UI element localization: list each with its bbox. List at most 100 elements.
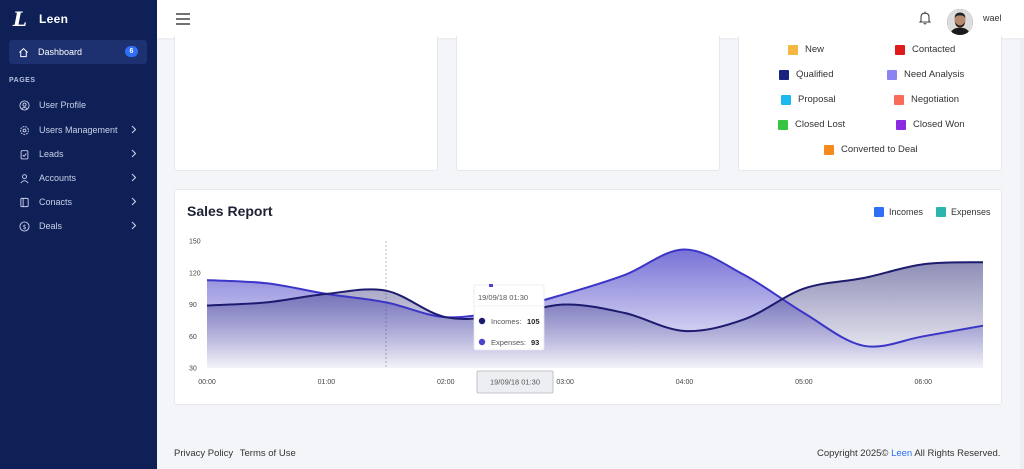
legend-swatch <box>895 44 905 55</box>
legend-item-converted-to-deal[interactable]: Converted to Deal <box>824 144 918 155</box>
legend-swatch <box>779 69 789 80</box>
legend-item-qualified[interactable]: Qualified <box>779 69 834 80</box>
tooltip-title: 19/09/18 01:30 <box>478 293 528 302</box>
y-tick-label: 150 <box>189 239 201 246</box>
sidebar-item-label: Conacts <box>39 197 73 207</box>
legend-item-negotiation[interactable]: Negotiation <box>894 94 959 105</box>
legend-swatch <box>874 207 884 217</box>
tooltip-expenses-value: 93 <box>531 338 539 347</box>
y-tick-label: 120 <box>189 270 201 277</box>
legend-label: Qualified <box>796 69 834 80</box>
chevron-right-icon <box>131 197 137 208</box>
user-circle-icon <box>18 99 30 111</box>
brand[interactable]: L Leen <box>0 0 157 38</box>
series-area-expenses <box>207 262 983 368</box>
x-tick-label: 00:00 <box>198 379 216 386</box>
brand-name: Leen <box>39 12 69 26</box>
sidebar-item-contacts[interactable]: Conacts <box>9 192 147 212</box>
legend-swatch <box>936 207 946 217</box>
sidebar-section-label: PAGES <box>9 77 36 84</box>
y-tick-label: 30 <box>189 366 197 373</box>
x-tick-label: 02:00 <box>437 379 455 386</box>
sidebar-item-label: Deals <box>39 221 63 231</box>
tooltip-incomes-value: 105 <box>527 317 540 326</box>
legend-label: Expenses <box>951 207 991 217</box>
xaxis-tooltip-label: 19/09/18 01:30 <box>490 378 540 387</box>
legend-item-need-analysis[interactable]: Need Analysis <box>887 69 964 80</box>
chevron-right-icon <box>131 221 137 232</box>
copyright-suffix: All Rights Reserved. <box>914 448 1001 459</box>
chevron-right-icon <box>131 125 137 136</box>
copyright: Copyright 2025© Leen All Rights Reserved… <box>817 448 1000 459</box>
legend-swatch <box>788 44 798 55</box>
sidebar: L Leen Dashboard 6 PAGES User Profile Us… <box>0 0 157 469</box>
address-book-icon <box>18 197 30 208</box>
svg-text:$: $ <box>22 222 26 230</box>
sidebar-item-label: Users Management <box>39 125 118 135</box>
legend-item-contacted[interactable]: Contacted <box>895 44 955 55</box>
y-tick-label: 60 <box>189 334 197 341</box>
sidebar-item-dashboard[interactable]: Dashboard 6 <box>9 40 147 64</box>
legend-label: Proposal <box>798 94 836 105</box>
user-icon <box>18 173 30 184</box>
x-tick-label: 04:00 <box>676 379 694 386</box>
terms-of-use-link[interactable]: Terms of Use <box>239 448 296 459</box>
dollar-circle-icon: $ <box>18 220 30 232</box>
legend-item-closed-won[interactable]: Closed Won <box>896 119 965 130</box>
page-scrollbar[interactable] <box>1020 38 1024 469</box>
marker-dot <box>489 284 493 287</box>
hamburger-menu-icon[interactable] <box>176 12 190 30</box>
stats-card-1 <box>174 36 438 171</box>
footer-links: Privacy Policy Terms of Use <box>174 448 296 459</box>
x-tick-label: 05:00 <box>795 379 813 386</box>
xaxis-tooltip: 19/09/18 01:30 <box>476 370 554 394</box>
legend-label: Closed Won <box>913 119 965 130</box>
chevron-right-icon <box>131 173 137 184</box>
chart-tooltip: 19/09/18 01:30 Incomes: 105 Expenses: 93 <box>473 284 545 351</box>
tooltip-expenses-label: Expenses: <box>491 338 526 347</box>
legend-item-proposal[interactable]: Proposal <box>781 94 836 105</box>
notification-badge: 6 <box>125 46 138 57</box>
legend-label: New <box>805 44 825 55</box>
sidebar-item-deals[interactable]: $ Deals <box>9 216 147 236</box>
sales-report-card: Sales Report Incomes Expenses 150 120 90 60… <box>174 189 1002 405</box>
users-gear-icon <box>18 125 30 136</box>
legend-label: Contacted <box>912 44 956 55</box>
legend-label: Closed Lost <box>795 119 846 130</box>
bell-icon[interactable] <box>918 11 932 30</box>
sales-report-title: Sales Report <box>187 203 273 219</box>
clipboard-check-icon <box>18 149 30 160</box>
legend-swatch <box>894 94 904 105</box>
legend-swatch <box>778 119 788 130</box>
legend-item-expenses[interactable]: Expenses <box>936 207 991 217</box>
legend-item-closed-lost[interactable]: Closed Lost <box>778 119 845 130</box>
sidebar-item-users-management[interactable]: Users Management <box>9 120 147 140</box>
sidebar-item-user-profile[interactable]: User Profile <box>9 95 147 115</box>
legend-swatch <box>887 69 897 80</box>
legend-label: Negotiation <box>911 94 960 105</box>
series-line-expenses[interactable] <box>206 261 984 333</box>
series-line-incomes[interactable] <box>206 248 984 348</box>
sidebar-item-accounts[interactable]: Accounts <box>9 168 147 188</box>
copyright-prefix: Copyright 2025© <box>817 448 889 459</box>
lead-status-card: New Contacted Qualified Need Analysis Pr… <box>738 36 1002 171</box>
home-icon <box>18 47 29 58</box>
chevron-right-icon <box>131 149 137 160</box>
legend-label: Converted to Deal <box>841 144 918 155</box>
top-header: wael <box>157 0 1024 38</box>
username[interactable]: wael <box>983 13 1002 23</box>
legend-label: Need Analysis <box>904 69 965 80</box>
privacy-policy-link[interactable]: Privacy Policy <box>174 448 234 459</box>
copyright-brand-link[interactable]: Leen <box>891 448 913 459</box>
x-tick-label: 01:00 <box>318 379 336 386</box>
legend-item-new[interactable]: New <box>788 44 824 55</box>
sales-chart[interactable]: 150 120 90 60 30 00:00 01:00 02:00 03:00 04:00 05… <box>175 190 1001 404</box>
sidebar-item-leads[interactable]: Leads <box>9 144 147 164</box>
brand-logo: L <box>13 7 28 31</box>
y-tick-label: 90 <box>189 302 197 309</box>
sidebar-item-label: Leads <box>39 149 64 159</box>
sidebar-item-label: Dashboard <box>38 47 83 57</box>
x-tick-label: 03:00 <box>556 379 574 386</box>
legend-item-incomes[interactable]: Incomes <box>874 207 923 217</box>
avatar[interactable] <box>947 9 973 35</box>
